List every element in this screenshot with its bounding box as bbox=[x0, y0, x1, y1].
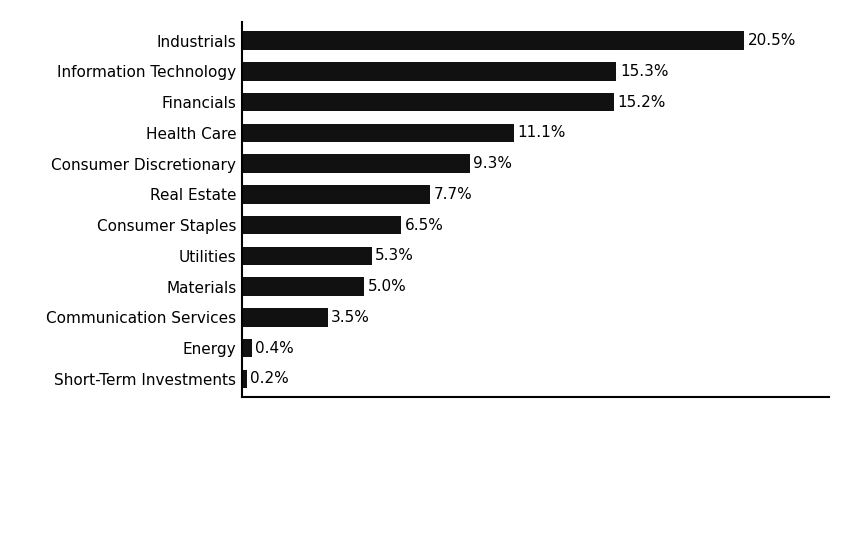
Bar bbox=[242, 155, 470, 173]
Bar bbox=[242, 278, 365, 296]
Text: 3.5%: 3.5% bbox=[331, 310, 370, 325]
Text: 5.0%: 5.0% bbox=[368, 279, 407, 294]
Bar bbox=[242, 31, 744, 50]
Text: 0.4%: 0.4% bbox=[256, 341, 294, 355]
Bar bbox=[242, 339, 251, 358]
Text: 5.3%: 5.3% bbox=[375, 248, 414, 263]
Text: 11.1%: 11.1% bbox=[518, 125, 566, 140]
Text: 15.2%: 15.2% bbox=[618, 94, 666, 110]
Text: 7.7%: 7.7% bbox=[434, 187, 473, 202]
Text: 20.5%: 20.5% bbox=[747, 33, 796, 48]
Bar bbox=[242, 370, 247, 388]
Text: 0.2%: 0.2% bbox=[251, 371, 289, 386]
Bar bbox=[242, 93, 614, 112]
Text: 6.5%: 6.5% bbox=[404, 217, 443, 232]
Bar bbox=[242, 216, 401, 235]
Bar bbox=[242, 62, 616, 81]
Text: 15.3%: 15.3% bbox=[620, 64, 669, 79]
Bar bbox=[242, 185, 430, 204]
Bar bbox=[242, 124, 513, 142]
Bar bbox=[242, 247, 372, 265]
Text: 9.3%: 9.3% bbox=[473, 156, 512, 171]
Bar bbox=[242, 308, 327, 327]
